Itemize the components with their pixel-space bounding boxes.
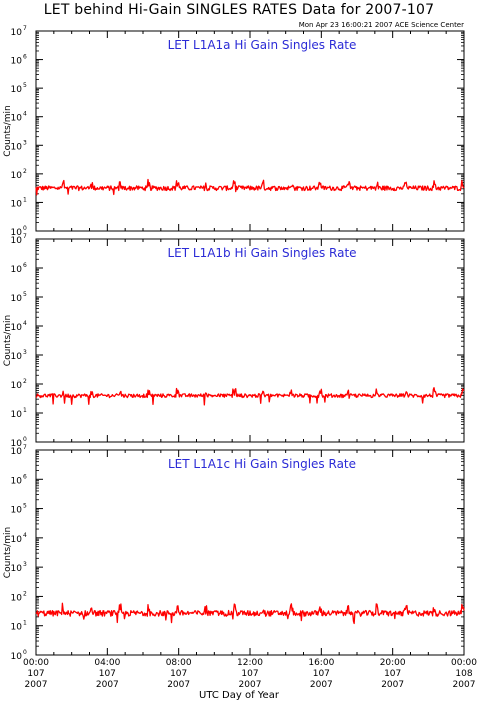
y-tick-label: 10 xyxy=(11,199,23,209)
y-tick-exponent: 3 xyxy=(23,139,27,146)
y-tick-exponent: 2 xyxy=(23,590,27,597)
y-tick-exponent: 2 xyxy=(23,168,27,175)
x-tick-doy: 107 xyxy=(170,669,187,679)
y-tick-exponent: 1 xyxy=(23,620,27,627)
y-tick-label: 10 xyxy=(11,381,23,391)
y-tick-label: 10 xyxy=(11,593,23,603)
x-tick-year: 2007 xyxy=(310,680,333,690)
y-tick-exponent: 7 xyxy=(23,25,27,32)
y-tick-label: 10 xyxy=(11,265,23,275)
y-tick-label: 10 xyxy=(11,652,23,662)
y-tick-exponent: 3 xyxy=(23,349,27,356)
y-tick-label: 10 xyxy=(11,57,23,67)
y-tick-label: 10 xyxy=(11,323,23,333)
x-tick-year: 2007 xyxy=(453,680,476,690)
x-tick-time: 08:00 xyxy=(166,658,192,668)
y-tick-label: 10 xyxy=(11,114,23,124)
y-tick-exponent: 1 xyxy=(23,196,27,203)
x-tick-year: 2007 xyxy=(239,680,262,690)
y-tick-exponent: 7 xyxy=(23,444,27,451)
y-tick-label: 10 xyxy=(11,28,23,38)
y-tick-label: 10 xyxy=(11,564,23,574)
x-tick-time: 00:00 xyxy=(451,658,477,668)
x-tick-time: 00:00 xyxy=(23,658,49,668)
y-tick-exponent: 5 xyxy=(23,82,27,89)
x-tick-time: 20:00 xyxy=(380,658,406,668)
generation-timestamp: Mon Apr 23 16:00:21 2007 ACE Science Cen… xyxy=(298,21,464,29)
y-axis-label: Counts/min xyxy=(3,315,13,366)
plot-frame-3 xyxy=(35,449,465,656)
x-tick-time: 16:00 xyxy=(308,658,334,668)
y-tick-exponent: 3 xyxy=(23,561,27,568)
x-tick-year: 2007 xyxy=(25,680,48,690)
y-tick-exponent: 4 xyxy=(23,532,27,539)
x-axis-title: UTC Day of Year xyxy=(199,690,279,701)
rate-trace-2 xyxy=(35,387,465,406)
y-tick-label: 10 xyxy=(11,439,23,449)
y-tick-label: 10 xyxy=(11,142,23,152)
x-tick-doy: 107 xyxy=(27,669,44,679)
y-tick-label: 10 xyxy=(11,294,23,304)
x-tick-doy: 107 xyxy=(99,669,116,679)
x-tick-year: 2007 xyxy=(381,680,404,690)
y-tick-label: 10 xyxy=(11,506,23,516)
y-tick-exponent: 7 xyxy=(23,233,27,240)
y-tick-label: 10 xyxy=(11,352,23,362)
y-tick-exponent: 6 xyxy=(23,473,27,480)
x-tick-time: 12:00 xyxy=(237,658,263,668)
x-tick-year: 2007 xyxy=(96,680,119,690)
x-tick-doy: 107 xyxy=(384,669,401,679)
chart-title: LET behind Hi-Gain SINGLES RATES Data fo… xyxy=(43,2,435,18)
y-tick-label: 10 xyxy=(11,171,23,181)
y-tick-exponent: 1 xyxy=(23,407,27,414)
y-tick-label: 10 xyxy=(11,85,23,95)
y-tick-exponent: 5 xyxy=(23,503,27,510)
rate-trace-3 xyxy=(35,602,465,625)
y-tick-exponent: 6 xyxy=(23,262,27,269)
y-tick-exponent: 4 xyxy=(23,320,27,327)
x-tick-time: 04:00 xyxy=(94,658,120,668)
y-tick-exponent: 4 xyxy=(23,111,27,118)
y-tick-label: 10 xyxy=(11,476,23,486)
y-tick-label: 10 xyxy=(11,623,23,633)
panel-title: LET L1A1c Hi Gain Singles Rate xyxy=(168,457,356,471)
y-axis-label: Counts/min xyxy=(3,105,13,156)
y-tick-exponent: 5 xyxy=(23,291,27,298)
y-tick-label: 10 xyxy=(11,410,23,420)
y-axis-label: Counts/min xyxy=(3,527,13,578)
rate-trace-1 xyxy=(35,178,465,196)
y-tick-exponent: 6 xyxy=(23,54,27,61)
panel-title: LET L1A1a Hi Gain Singles Rate xyxy=(168,38,357,52)
y-tick-exponent: 0 xyxy=(23,436,27,443)
y-tick-label: 10 xyxy=(11,228,23,238)
y-tick-label: 10 xyxy=(11,236,23,246)
x-tick-doy: 107 xyxy=(241,669,258,679)
y-tick-label: 10 xyxy=(11,447,23,457)
x-tick-year: 2007 xyxy=(167,680,190,690)
panel-title: LET L1A1b Hi Gain Singles Rate xyxy=(167,246,356,260)
y-tick-exponent: 2 xyxy=(23,378,27,385)
y-tick-exponent: 0 xyxy=(23,649,27,656)
plot-frame-1 xyxy=(35,30,465,232)
y-tick-label: 10 xyxy=(11,535,23,545)
x-tick-doy: 108 xyxy=(455,669,472,679)
plot-frame-2 xyxy=(35,238,465,443)
y-tick-exponent: 0 xyxy=(23,225,27,232)
x-tick-doy: 107 xyxy=(313,669,330,679)
